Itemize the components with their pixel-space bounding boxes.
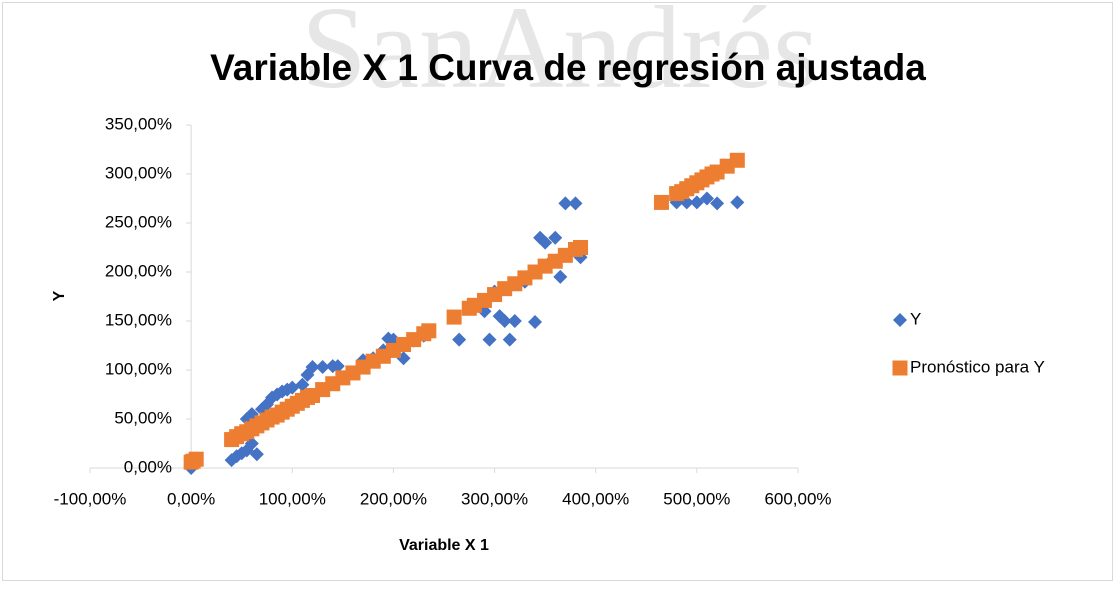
legend-label: Pronóstico para Y (910, 357, 1045, 376)
point (285, 380, 300, 395)
point (729, 152, 745, 168)
point (482, 332, 497, 347)
x-tick-label: 200,00% (360, 489, 427, 508)
point (558, 196, 573, 211)
point (421, 323, 437, 339)
legend-label: Y (910, 309, 921, 328)
x-tick-label: 400,00% (562, 489, 629, 508)
point (710, 196, 725, 211)
y-tick-label: 0,00% (124, 457, 172, 476)
x-tick-label: -100,00% (54, 489, 127, 508)
point (244, 407, 259, 422)
point (497, 314, 512, 328)
x-tick-label: 0,00% (167, 489, 215, 508)
y-tick-label: 200,00% (105, 261, 172, 280)
point (730, 195, 745, 210)
y-tick-label: 300,00% (105, 163, 172, 182)
point (330, 359, 345, 374)
point (305, 360, 320, 375)
watermark: SanAndrés (301, 0, 819, 113)
point (315, 360, 330, 375)
legend-marker (893, 313, 907, 327)
y-tick-label: 50,00% (114, 408, 172, 427)
point (568, 196, 583, 211)
point (689, 195, 704, 210)
x-tick-label: 300,00% (461, 489, 528, 508)
point (573, 240, 589, 255)
point (507, 314, 522, 328)
point (653, 194, 669, 210)
y-axis-title: Y (51, 290, 68, 301)
point (553, 269, 568, 284)
y-tick-label: 350,00% (105, 114, 172, 133)
point (699, 191, 714, 206)
point (188, 451, 204, 467)
chart-border (2, 2, 1113, 581)
point (452, 332, 467, 347)
point (502, 332, 517, 347)
x-tick-label: 600,00% (764, 489, 831, 508)
x-axis-title: Variable X 1 (399, 537, 489, 554)
x-tick-label: 100,00% (259, 489, 326, 508)
y-tick-label: 100,00% (105, 359, 172, 378)
x-tick-label: 500,00% (663, 489, 730, 508)
point (548, 230, 563, 245)
y-tick-label: 150,00% (105, 310, 172, 329)
legend-marker (892, 360, 908, 376)
point (446, 309, 462, 325)
point (528, 314, 543, 329)
point (249, 447, 264, 462)
point (538, 235, 553, 250)
y-tick-label: 250,00% (105, 212, 172, 231)
chart-title: Variable X 1 Curva de regresión ajustada (210, 47, 926, 88)
